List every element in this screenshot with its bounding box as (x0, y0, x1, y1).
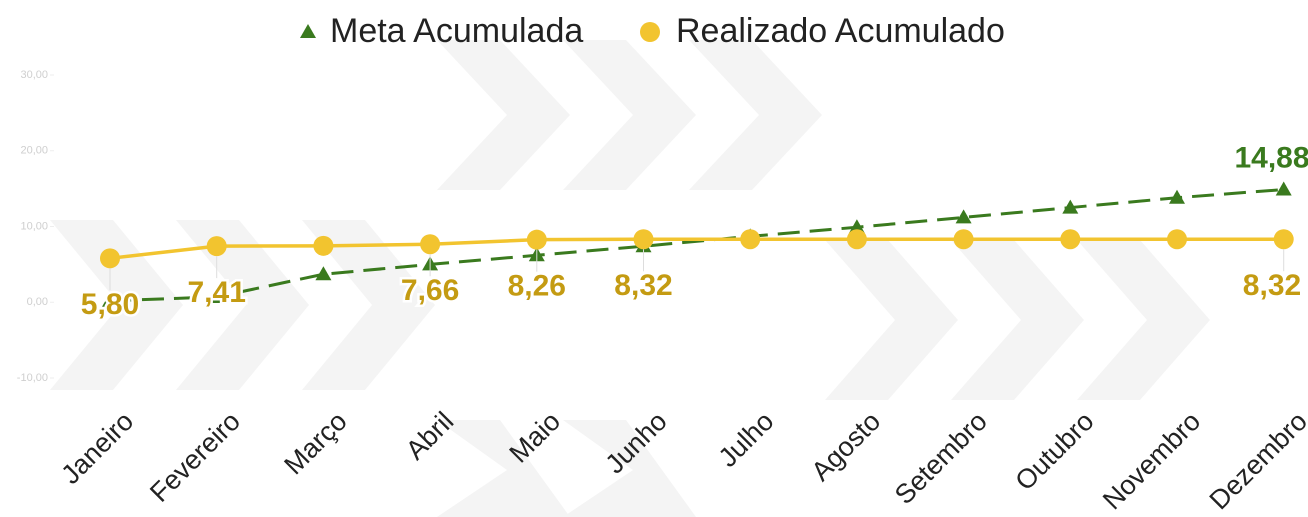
data-label: 8,32 (1243, 269, 1301, 302)
x-tick-label: Abril (400, 406, 459, 465)
x-tick-label: Janeiro (55, 406, 139, 490)
y-tick-label: 30,00 (20, 69, 48, 81)
y-tick-label: -10,00 (17, 372, 48, 384)
point (1062, 199, 1079, 214)
point (1167, 229, 1187, 250)
x-tick-label: Fevereiro (144, 406, 246, 508)
point (313, 235, 334, 256)
legend-marker (300, 24, 316, 38)
y-tick-label: 0,00 (27, 296, 48, 308)
x-tick-label: Agosto (806, 406, 887, 487)
point (740, 229, 761, 250)
x-tick-label: Setembro (889, 406, 993, 510)
x-tick-label: Março (278, 406, 352, 480)
data-label: 5,80 (81, 288, 139, 321)
point (846, 229, 867, 250)
point (1169, 189, 1185, 204)
point (102, 292, 118, 307)
x-tick-label: Julho (713, 406, 780, 473)
data-label: 14,88 (1234, 141, 1308, 174)
x-tick-label: Novembro (1097, 406, 1206, 515)
point (206, 236, 227, 257)
point (955, 209, 972, 224)
point (526, 229, 547, 250)
y-tick-label: 20,00 (20, 145, 48, 157)
point (208, 288, 225, 303)
y-tick-label: 10,00 (20, 220, 48, 232)
data-label: 7,41 (188, 276, 246, 309)
point (100, 248, 120, 269)
point (1275, 181, 1292, 196)
series-line (109, 188, 1284, 303)
legend-marker (640, 22, 660, 42)
data-label: 8,32 (614, 269, 672, 302)
series-line (109, 237, 1284, 261)
legend-label: Meta Acumulada (330, 12, 583, 50)
point (953, 229, 974, 250)
data-label: 7,66 (401, 274, 459, 307)
point (848, 219, 865, 234)
point (1060, 229, 1081, 250)
point (315, 266, 332, 281)
point (420, 234, 441, 255)
x-tick-label: Dezembro (1204, 406, 1308, 515)
point (1273, 229, 1294, 250)
data-label: 8,26 (508, 270, 566, 303)
x-tick-label: Outubro (1009, 406, 1099, 496)
point (633, 229, 654, 250)
legend-label: Realizado Acumulado (676, 12, 1005, 50)
